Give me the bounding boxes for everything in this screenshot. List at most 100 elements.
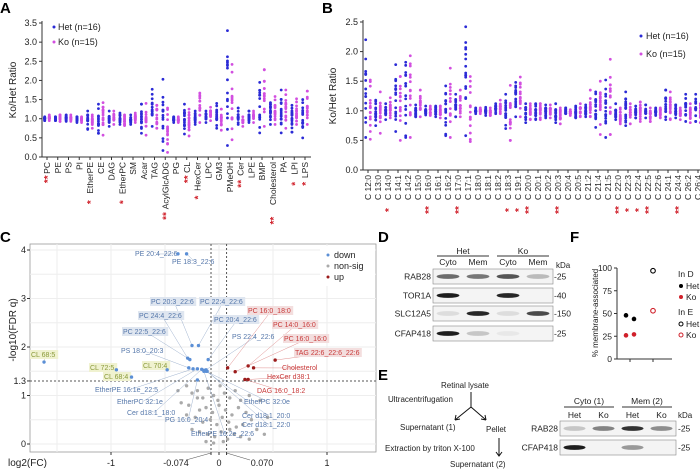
het-data-point: [258, 80, 262, 84]
ko-data-point: [209, 115, 212, 119]
blot-row-label: TOR1A: [403, 291, 432, 301]
het-data-point: [564, 110, 568, 114]
category-label: C 19:1: [513, 175, 523, 200]
het-data-point: [464, 87, 468, 90]
ko-data-point: [528, 112, 532, 115]
legend-marker: [679, 284, 683, 288]
nonsig-point: [212, 435, 217, 439]
het-data-point: [474, 110, 478, 113]
ko-data-point: [112, 109, 116, 113]
ko-data-point: [648, 120, 652, 123]
ko-data-point: [408, 136, 412, 139]
label-leader: [153, 369, 202, 414]
het-data-point: [226, 91, 229, 95]
ko-data-point: [588, 107, 592, 111]
nonsig-point: [206, 432, 210, 436]
het-data-point: [374, 114, 378, 118]
category-label: C 26:4: [693, 175, 700, 200]
blot-band: [563, 426, 586, 431]
nonsig-point: [249, 418, 254, 422]
het-data-point: [574, 106, 578, 110]
ko-data-point: [295, 119, 298, 123]
het-data-point: [374, 110, 378, 114]
het-data-point: [215, 111, 219, 114]
label-leader: [144, 350, 189, 369]
ko-data-point: [638, 115, 642, 119]
blot-strip: [559, 420, 677, 437]
ko-data-point: [688, 121, 692, 125]
het-data-point: [258, 89, 262, 92]
het-data-point: [444, 110, 448, 114]
point-label: CL 68:4: [104, 374, 128, 381]
ko-data-point: [468, 85, 472, 88]
het-data-point: [404, 63, 408, 67]
ko-data-point: [388, 96, 392, 100]
legend-ko-marker: [52, 40, 56, 44]
y-tick-label: 2.5: [24, 56, 37, 66]
ko-data-point: [608, 83, 612, 87]
blot-row-label: CFAP418: [395, 329, 432, 339]
significance-stars: **: [674, 206, 685, 214]
blot-band: [496, 311, 520, 316]
het-data-point: [524, 115, 528, 119]
het-data-point: [514, 115, 518, 119]
lane-label: Ko: [656, 410, 667, 420]
ko-data-point: [209, 109, 212, 113]
het-data-point: [604, 92, 608, 96]
het-data-point: [404, 74, 408, 77]
ko-data-point: [378, 107, 382, 111]
up-point: [273, 358, 277, 362]
legend-title: In D: [678, 269, 694, 279]
het-data-point: [604, 94, 608, 98]
label-leader: [235, 338, 308, 372]
ko-data-point: [388, 116, 392, 120]
het-data-point: [290, 113, 294, 117]
het-data-point: [364, 95, 368, 98]
het-data-point: [494, 110, 498, 114]
het-data-point: [514, 103, 518, 107]
flow-step2: Extraction by triton X-100: [385, 444, 475, 453]
ko-data-point: [176, 120, 180, 124]
het-data-point: [226, 99, 229, 103]
het-data-point: [624, 119, 628, 123]
category-label: PMeOH: [225, 162, 235, 192]
category-label: C 13:0: [373, 175, 383, 200]
het-data-point: [279, 113, 283, 117]
het-data-point: [301, 106, 305, 110]
nonsig-point: [262, 432, 267, 436]
het-data-point: [504, 106, 508, 109]
down-point: [191, 367, 195, 371]
ko-data-point: [638, 106, 642, 109]
label-leader: [244, 379, 282, 392]
category-label: C 22:0: [613, 175, 623, 200]
het-data-point: [394, 99, 398, 103]
ko-data-point: [284, 118, 288, 122]
ko-data-point: [608, 133, 612, 136]
ko-data-point: [438, 111, 442, 115]
ko-data-point: [678, 118, 682, 122]
het-data-point: [604, 87, 608, 91]
ko-data-point: [155, 121, 159, 125]
point-label: PC 20:3_22:6: [151, 299, 194, 306]
ko-data-point: [498, 111, 502, 115]
ko-data-point: [688, 102, 692, 106]
nonsig-point: [225, 437, 230, 441]
ko-data-point: [284, 126, 288, 130]
ko-data-point: [123, 114, 126, 118]
het-data-point: [534, 108, 538, 112]
y-tick-label: 100: [598, 263, 612, 273]
category-label: SM: [128, 162, 138, 175]
blot-band: [650, 426, 673, 431]
ko-data-point: [123, 123, 126, 127]
het-data-point: [434, 107, 438, 111]
blot-strip: [432, 325, 554, 342]
significance-stars: *: [118, 200, 129, 204]
nonsig-point: [230, 413, 234, 417]
point-label: PE 20:4_22:6: [135, 251, 178, 258]
het-data-point: [290, 130, 294, 134]
ko-data-point: [47, 115, 51, 119]
label-box: [150, 297, 197, 306]
het-data-point: [504, 127, 508, 130]
het-data-point: [86, 127, 90, 131]
down-point: [196, 343, 201, 348]
